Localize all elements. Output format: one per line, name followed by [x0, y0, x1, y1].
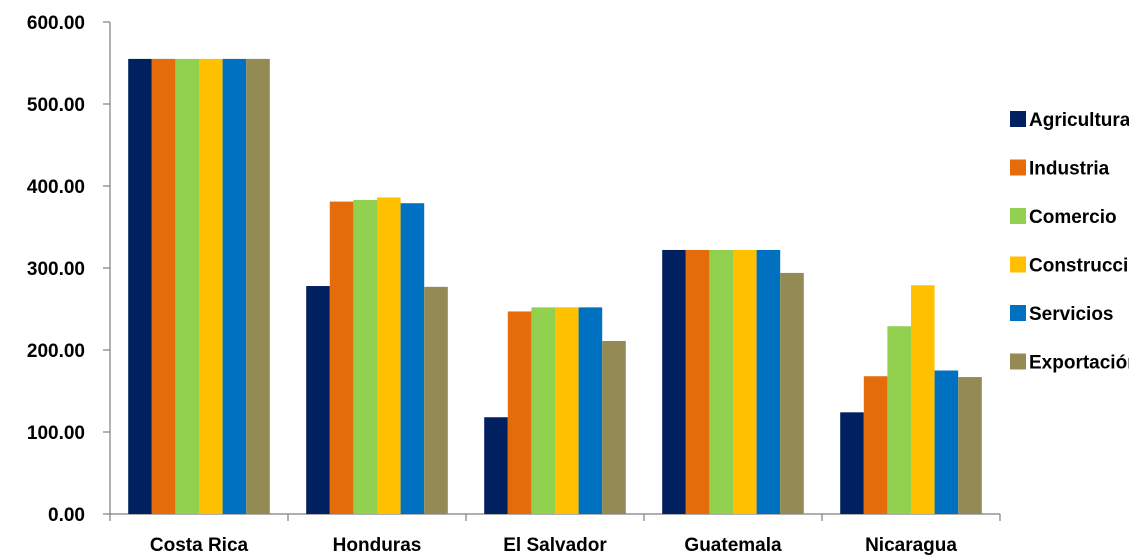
bar: [424, 286, 448, 514]
legend-label: Industria: [1029, 159, 1110, 180]
bar: [222, 58, 247, 515]
legend-label: Construcción: [1029, 256, 1129, 277]
bar: [840, 412, 864, 514]
bar: [887, 326, 911, 514]
y-tick-label: 200.00: [27, 341, 85, 362]
bar: [377, 197, 401, 515]
bar: [199, 58, 223, 515]
bar: [175, 58, 199, 515]
legend-swatch: [1010, 111, 1026, 127]
y-tick-label: 0.00: [48, 505, 85, 526]
bar: [329, 201, 354, 514]
bar: [555, 307, 579, 514]
bar: [756, 249, 781, 514]
bar: [306, 286, 330, 514]
bar: [246, 58, 270, 515]
legend-swatch: [1010, 256, 1026, 273]
legend-swatch: [1010, 353, 1026, 370]
bar: [863, 376, 888, 514]
legend-label: Agricultura: [1029, 110, 1129, 131]
legend-swatch: [1010, 305, 1026, 321]
bar: [958, 377, 982, 514]
bars: [128, 58, 982, 515]
y-tick-label: 600.00: [27, 13, 85, 34]
bar: [484, 417, 508, 514]
legend-label: Comercio: [1029, 207, 1117, 228]
y-tick-labels: 0.00 100.00 200.00 300.00 400.00 500.00 600.00: [27, 13, 85, 526]
legend-swatch: [1010, 159, 1026, 176]
x-category-label: Nicaragua: [865, 535, 957, 556]
bar: [709, 249, 733, 514]
bar: [531, 307, 555, 514]
bar: [685, 249, 710, 514]
bar: [353, 199, 377, 514]
legend-label: Servicios: [1029, 304, 1114, 325]
bar: [602, 340, 626, 514]
legend-label: Exportación: [1029, 353, 1129, 374]
x-category-label: Costa Rica: [150, 535, 249, 556]
y-tick-label: 400.00: [27, 177, 85, 198]
x-category-label: Guatemala: [684, 535, 782, 556]
legend-swatch: [1010, 208, 1026, 224]
x-category-labels: Costa Rica Honduras El Salvador Guatemala Ni…: [150, 535, 957, 556]
y-tick-label: 100.00: [27, 423, 85, 444]
legend: Agricultura Industria Comercio Construcción…: [1010, 110, 1129, 374]
bar: [578, 307, 603, 514]
bar: [400, 203, 425, 514]
bar: [934, 370, 959, 514]
bar: [128, 58, 152, 515]
x-category-label: El Salvador: [503, 535, 607, 556]
bar: [733, 249, 757, 514]
bar: [507, 311, 532, 514]
bar: [911, 285, 935, 514]
bar: [780, 272, 804, 514]
y-tick-label: 500.00: [27, 95, 85, 116]
bar: [662, 249, 686, 514]
bar: [151, 58, 176, 515]
x-category-label: Honduras: [333, 535, 422, 556]
y-tick-label: 300.00: [27, 259, 85, 280]
